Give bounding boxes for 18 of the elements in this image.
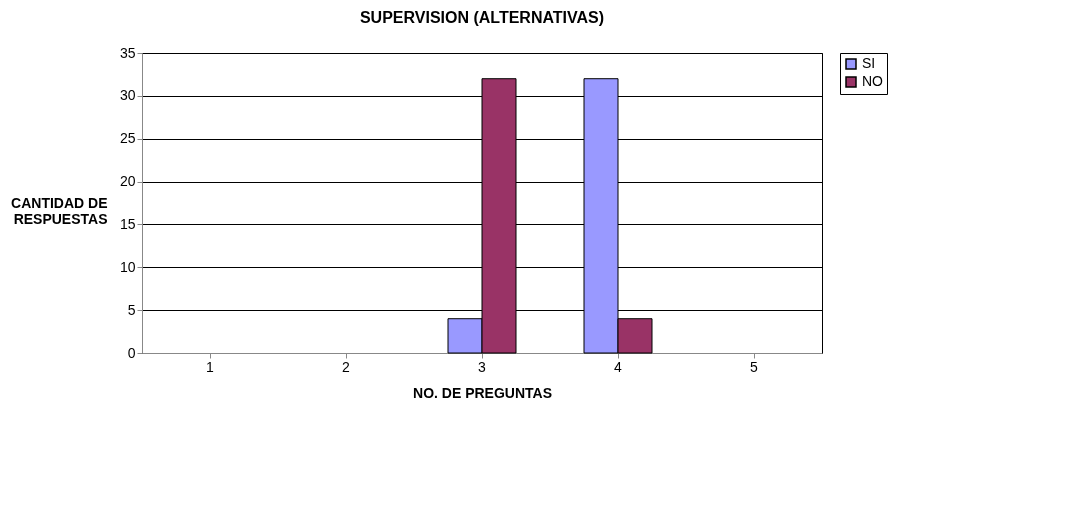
x-tick-label: 4 — [614, 358, 623, 375]
y-tick-label: 5 — [127, 301, 136, 318]
y-tick-label: 15 — [119, 215, 136, 232]
y-tick-label: 20 — [119, 173, 136, 190]
x-tick-label: 3 — [478, 358, 487, 375]
chart-title: SUPERVISION (ALTERNATIVAS) — [359, 9, 605, 26]
y-tick-label: 25 — [119, 130, 136, 147]
x-tick-label: 5 — [750, 358, 759, 375]
legend-label: NO — [862, 73, 884, 89]
x-axis-title: NO. DE PREGUNTAS — [413, 384, 552, 401]
legend-label: SI — [862, 55, 876, 71]
y-tick-label: 10 — [119, 258, 136, 275]
y-tick-label: 0 — [127, 344, 136, 361]
y-tick-label: 35 — [119, 44, 136, 61]
x-tick-label: 1 — [206, 358, 215, 375]
y-axis-title: CANTIDAD DE RESPUESTAS — [11, 194, 108, 227]
y-tick-label: 30 — [119, 87, 136, 104]
x-tick-label: 2 — [342, 358, 351, 375]
